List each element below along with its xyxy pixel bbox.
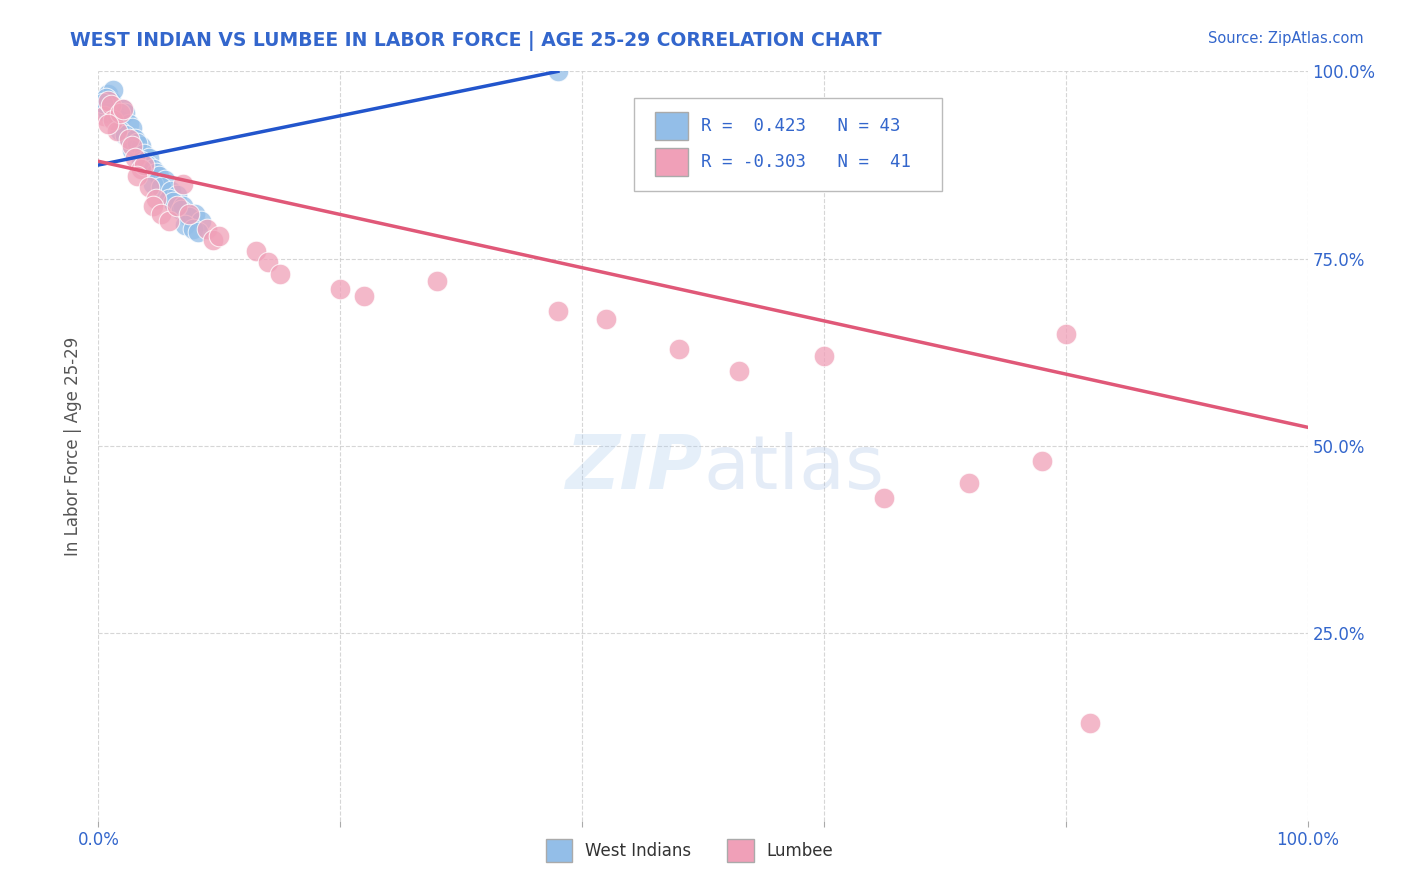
FancyBboxPatch shape (634, 97, 942, 191)
Point (256, 255, 278, 269)
Point (129, 161, 152, 176)
Point (245, 244, 267, 259)
Bar (546, 839, 572, 862)
Point (547, 304, 569, 318)
Point (184, 207, 207, 221)
Point (813, 349, 835, 363)
Point (166, 188, 188, 202)
Text: R = -0.303   N =  41: R = -0.303 N = 41 (700, 153, 911, 171)
Point (94, 90, 117, 104)
Point (108, 113, 131, 128)
Bar (655, 148, 689, 177)
Bar (655, 112, 689, 140)
Point (97, 95, 120, 109)
Point (100, 98, 122, 112)
Point (108, 124, 131, 138)
Point (142, 161, 165, 176)
Point (129, 154, 152, 169)
Point (118, 117, 141, 131)
Point (142, 177, 165, 191)
Point (148, 169, 170, 184)
Point (114, 128, 136, 142)
Point (202, 233, 225, 247)
Point (101, 113, 124, 128)
Text: atlas: atlas (703, 432, 884, 505)
Point (166, 199, 188, 213)
Point (174, 218, 197, 232)
Point (134, 146, 156, 161)
Point (105, 109, 128, 123)
Point (195, 221, 218, 235)
Point (668, 342, 690, 356)
Text: Source: ZipAtlas.com: Source: ZipAtlas.com (1208, 31, 1364, 46)
Point (138, 151, 160, 165)
Point (329, 282, 352, 296)
Point (134, 158, 156, 172)
Point (124, 151, 146, 165)
Point (1054, 326, 1077, 341)
Y-axis label: In Labor Force | Age 25-29: In Labor Force | Age 25-29 (65, 336, 83, 556)
Point (353, 289, 375, 303)
Point (111, 102, 134, 116)
Point (957, 476, 980, 491)
Text: R =  0.423   N = 43: R = 0.423 N = 43 (700, 117, 900, 135)
Point (121, 120, 143, 135)
Point (135, 158, 157, 172)
Bar (727, 839, 754, 862)
Point (595, 311, 617, 326)
Point (142, 199, 165, 213)
Point (114, 105, 136, 120)
Point (190, 214, 212, 228)
Point (1031, 454, 1053, 468)
Point (108, 105, 131, 120)
Point (101, 83, 124, 97)
Point (138, 180, 160, 194)
Point (124, 132, 146, 146)
Point (187, 226, 209, 240)
Point (97, 87, 120, 101)
Point (547, 64, 569, 78)
Point (127, 136, 149, 150)
Point (97, 117, 120, 131)
Point (1078, 716, 1101, 731)
Point (157, 214, 180, 228)
Point (873, 491, 896, 506)
Point (208, 229, 231, 244)
Text: Lumbee: Lumbee (766, 842, 832, 860)
Point (172, 199, 194, 213)
Text: West Indians: West Indians (585, 842, 690, 860)
Point (269, 267, 291, 281)
Point (105, 124, 128, 138)
Point (172, 177, 194, 191)
Text: ZIP: ZIP (565, 432, 703, 505)
Point (150, 207, 173, 221)
Point (100, 95, 122, 109)
Point (121, 143, 143, 157)
Point (181, 221, 204, 235)
Point (129, 139, 152, 153)
Point (157, 192, 180, 206)
Point (145, 165, 167, 179)
Point (179, 211, 201, 225)
Point (127, 169, 149, 184)
Point (160, 184, 183, 198)
Point (153, 173, 176, 187)
Point (121, 139, 143, 153)
Point (91, 95, 114, 110)
Point (100, 102, 122, 116)
Point (111, 102, 134, 116)
Point (93, 109, 115, 123)
Point (426, 274, 449, 288)
Point (118, 132, 141, 146)
Text: WEST INDIAN VS LUMBEE IN LABOR FORCE | AGE 25-29 CORRELATION CHART: WEST INDIAN VS LUMBEE IN LABOR FORCE | A… (70, 31, 882, 51)
Point (162, 195, 184, 210)
Point (93, 98, 115, 112)
Point (169, 202, 191, 217)
Point (150, 180, 173, 194)
Point (728, 364, 751, 378)
Point (179, 207, 201, 221)
Point (97, 105, 120, 120)
Point (145, 192, 167, 206)
